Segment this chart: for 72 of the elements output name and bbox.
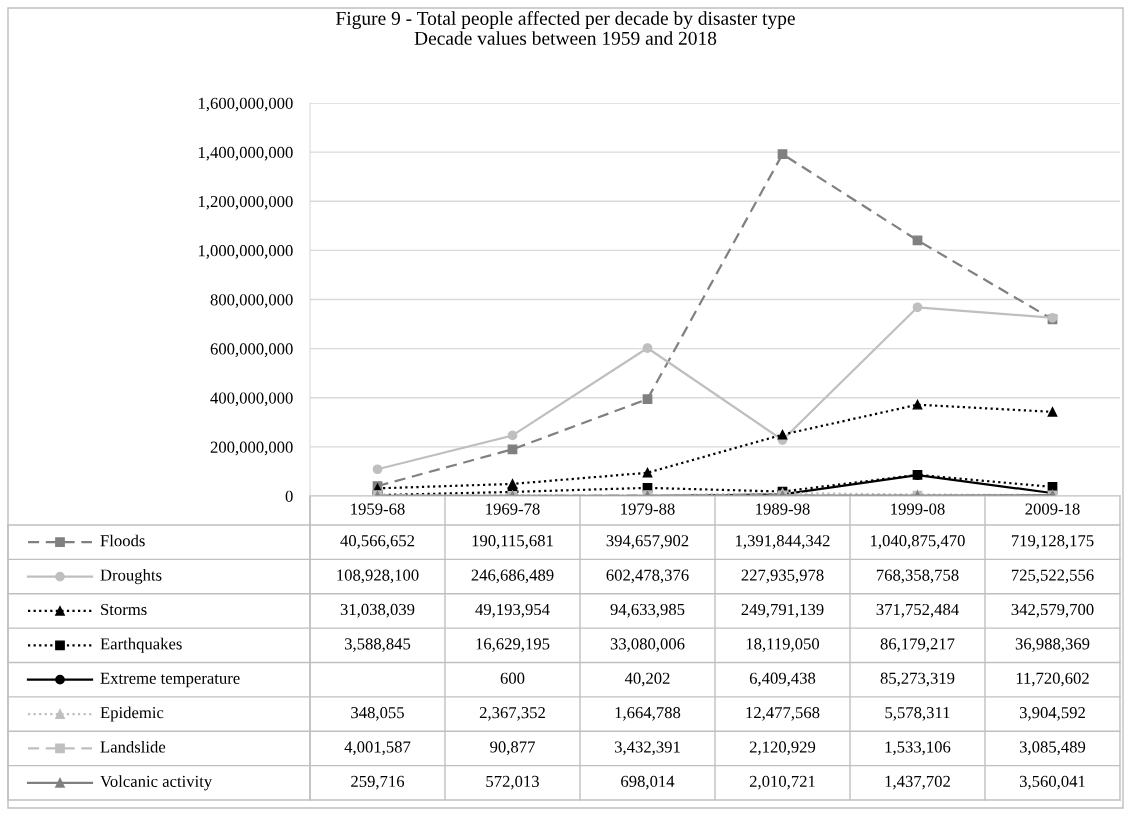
y-tick-label: 600,000,000 (210, 343, 293, 357)
data-label: 249,791,139 (741, 603, 824, 618)
chart-subtitle: Decade values between 1959 and 2018 (414, 31, 717, 45)
x-tick-label: 1999-08 (891, 503, 945, 515)
data-label: 2,010,721 (749, 775, 815, 790)
y-tick-label: 1,000,000,000 (198, 245, 293, 259)
data-label: 40,202 (624, 672, 670, 687)
data-label: 259,716 (351, 775, 405, 790)
legend-label: Storms (101, 603, 147, 616)
y-tick-label: 800,000,000 (210, 294, 293, 308)
legend-label: Epidemic (100, 706, 164, 722)
data-label: 86,179,217 (880, 638, 955, 652)
y-tick-label: 1,400,000,000 (198, 146, 293, 161)
data-label: 12,477,568 (746, 706, 820, 721)
data-label: 3,432,391 (614, 741, 680, 756)
data-label: 108,928,100 (337, 569, 419, 584)
data-label: 246,686,489 (471, 569, 554, 584)
data-label: 3,588,845 (344, 638, 411, 652)
data-label: 371,752,484 (876, 603, 959, 618)
data-label: 2,367,352 (479, 707, 545, 721)
x-tick-label: 1969-78 (486, 503, 540, 515)
data-label: 33,080,006 (610, 638, 685, 652)
y-tick-label: 400,000,000 (210, 392, 293, 407)
data-label: 40,566,652 (340, 535, 415, 549)
data-label: 3,085,489 (1019, 741, 1086, 756)
legend-label: Volcanic activity (100, 775, 213, 791)
data-label: 94,633,985 (610, 603, 685, 618)
x-tick-label: 1979-88 (621, 503, 675, 515)
y-tick-label: 1,600,000,000 (198, 97, 293, 112)
data-label: 3,560,041 (1019, 775, 1085, 790)
data-label: 768,358,758 (876, 569, 959, 584)
data-label: 572,013 (486, 775, 539, 790)
data-label: 719,128,175 (1011, 535, 1094, 549)
data-label: 31,038,039 (340, 603, 415, 618)
data-label: 16,629,195 (476, 638, 550, 652)
data-label: 725,522,556 (1011, 569, 1094, 584)
x-tick-label: 2009-18 (1025, 503, 1080, 515)
data-label: 90,877 (490, 741, 535, 756)
data-label: 6,409,438 (749, 672, 816, 687)
data-label: 394,657,902 (606, 535, 689, 549)
data-label: 600 (500, 672, 525, 684)
data-label: 11,720,602 (1016, 672, 1089, 687)
y-tick-label: 0 (285, 490, 293, 502)
data-label: 18,119,050 (746, 638, 820, 652)
data-label: 49,193,954 (475, 603, 550, 618)
data-label: 85,273,319 (880, 672, 955, 687)
data-label: 2,120,929 (749, 741, 816, 756)
data-label: 348,055 (351, 706, 404, 721)
data-label: 1,664,788 (615, 706, 681, 721)
y-tick-label: 200,000,000 (210, 441, 293, 456)
legend-label: Earthquakes (100, 637, 182, 653)
data-label: 4,001,587 (344, 741, 411, 756)
data-label: 36,988,369 (1015, 638, 1090, 652)
legend-label: Floods (100, 534, 145, 547)
data-label: 1,533,106 (885, 741, 951, 756)
x-tick-label: 1989-98 (756, 503, 810, 515)
x-tick-label: 1959-68 (351, 503, 405, 515)
chart-title: Figure 9 - Total people affected per decade by disaster type (336, 11, 795, 29)
data-label: 1,437,702 (885, 775, 950, 790)
legend-label: Landslide (100, 740, 166, 753)
data-label: 342,579,700 (1011, 603, 1094, 618)
legend-label: Extreme temperature (100, 672, 240, 688)
data-label: 190,115,681 (472, 535, 553, 549)
data-label: 1,040,875,470 (871, 535, 965, 549)
data-label: 602,478,376 (606, 569, 689, 584)
data-label: 5,578,311 (885, 706, 950, 721)
legend-label: Droughts (100, 568, 162, 585)
y-tick-label: 1,200,000,000 (198, 195, 293, 210)
data-label: 3,904,592 (1019, 706, 1085, 721)
data-label: 227,935,978 (741, 569, 824, 584)
data-label: 698,014 (621, 775, 675, 790)
data-label: 1,391,844,342 (736, 535, 830, 549)
